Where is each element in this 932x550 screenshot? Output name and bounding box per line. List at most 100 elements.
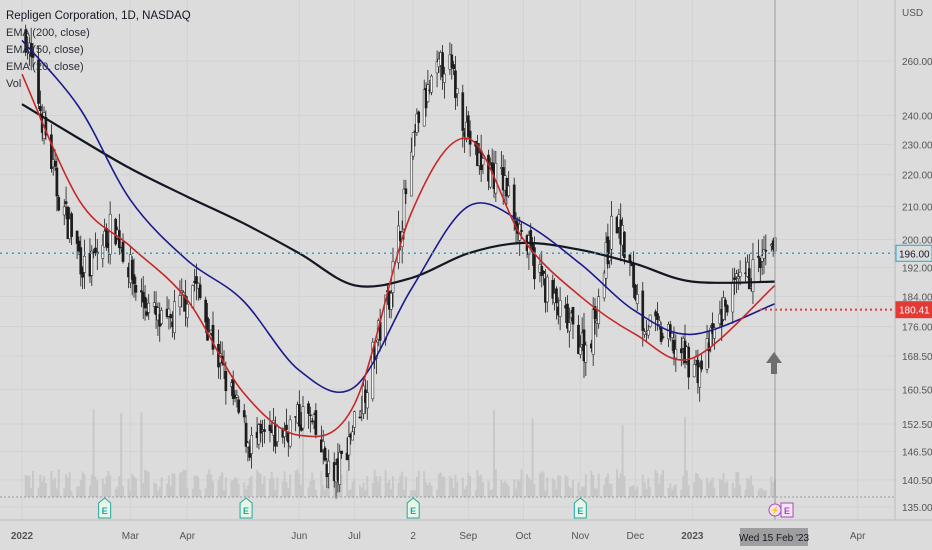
candle-body	[426, 84, 430, 102]
candle-body	[244, 422, 248, 447]
volume-bar	[621, 425, 624, 497]
volume-bar	[285, 482, 288, 497]
volume-bar	[669, 483, 672, 497]
time-tick-label: 2023	[681, 531, 704, 542]
volume-bar	[287, 488, 290, 497]
volume-bar	[107, 470, 110, 497]
earnings-marker[interactable]: E	[573, 497, 587, 519]
time-tick-label: Nov	[571, 531, 589, 542]
candle-body	[722, 297, 725, 320]
candle-body	[764, 250, 768, 252]
candle-body	[39, 106, 42, 111]
price-tick-label: 140.50	[902, 476, 932, 487]
candle-body	[435, 61, 439, 74]
volume-bar	[399, 476, 402, 497]
volume-bar	[672, 485, 675, 497]
volume-bar	[358, 484, 361, 497]
candle-body	[156, 307, 160, 321]
legend-ema20[interactable]: EMA (20, close)	[6, 61, 84, 73]
volume-bar	[166, 483, 169, 497]
volume-bar	[658, 483, 661, 497]
candle-body	[632, 263, 635, 288]
candle-body	[338, 452, 342, 485]
earnings-marker[interactable]: E	[98, 497, 112, 519]
candle-body	[365, 392, 369, 409]
candle-body	[70, 213, 73, 237]
candle-body	[542, 271, 545, 274]
volume-bar	[388, 480, 391, 497]
volume-bar	[65, 474, 68, 497]
legend-ema200[interactable]: EMA (200, close)	[6, 27, 90, 39]
volume-bar	[533, 483, 536, 497]
volume-bar	[353, 478, 356, 497]
volume-bar	[325, 485, 328, 497]
candle-body	[670, 333, 674, 338]
candle-body	[757, 255, 760, 258]
volume-bar	[327, 487, 330, 497]
volume-bar	[538, 473, 541, 497]
candle-body	[81, 268, 84, 278]
dividend-glyph: ⚡	[770, 505, 780, 515]
earnings-marker[interactable]: E	[239, 497, 253, 519]
volume-bar	[224, 477, 227, 497]
volume-bar	[706, 477, 709, 497]
earnings-icon	[406, 497, 420, 519]
volume-bar	[540, 471, 543, 497]
candle-body	[250, 434, 253, 454]
earnings-letter: E	[577, 506, 583, 516]
volume-bar	[417, 470, 420, 497]
candle-body	[700, 360, 703, 370]
candle-body	[468, 130, 472, 145]
upcoming-events-marker[interactable]: ⚡ E	[768, 502, 794, 518]
candle-body	[417, 111, 421, 123]
volume-bar	[428, 482, 431, 497]
earnings-icon	[573, 497, 587, 519]
candle-body	[237, 399, 241, 413]
volume-bar	[410, 490, 413, 497]
volume-bar	[37, 487, 40, 497]
candle-body	[178, 295, 182, 308]
volume-bar	[180, 472, 183, 497]
price-candles	[24, 24, 777, 499]
ema50-line	[21, 39, 776, 393]
ema-lines	[21, 39, 776, 438]
volume-bar	[377, 481, 380, 497]
earnings-markers[interactable]: E E E E ⚡ E	[98, 497, 794, 519]
volume-bar	[379, 476, 382, 497]
earnings-upcoming-icon	[780, 502, 794, 518]
candle-body	[235, 394, 239, 398]
candle-body	[679, 348, 683, 354]
volume-bar	[494, 469, 497, 497]
volume-bar	[134, 478, 137, 497]
volume-bar	[41, 481, 44, 497]
legend-volume[interactable]: Vol	[6, 78, 22, 90]
volume-bar	[430, 485, 433, 497]
candle-body	[152, 302, 156, 307]
volume-bar	[375, 476, 378, 497]
volume-bar	[371, 482, 374, 497]
volume-bar	[623, 475, 626, 497]
volume-bar	[634, 490, 637, 497]
volume-bar	[314, 489, 317, 497]
volume-bar	[403, 489, 406, 497]
volume-bar	[748, 478, 751, 497]
volume-bar	[566, 476, 569, 497]
volume-bar	[577, 482, 580, 497]
volume-bar	[698, 477, 701, 497]
volume-bar	[55, 488, 58, 497]
earnings-marker[interactable]: E	[406, 497, 420, 519]
price-badge-bg	[895, 301, 932, 319]
price-tick-label: 168.50	[902, 352, 932, 363]
legend-ema50[interactable]: EMA (50, close)	[6, 44, 84, 56]
volume-bar	[647, 478, 650, 497]
volume-bar	[300, 484, 303, 497]
volume-bar	[531, 418, 534, 497]
volume-bar	[140, 412, 143, 497]
time-tick-label: Mar	[122, 531, 140, 542]
volume-bar	[386, 483, 389, 497]
volume-bar	[661, 469, 664, 497]
candle-body	[53, 161, 57, 167]
candle-body	[415, 113, 419, 133]
